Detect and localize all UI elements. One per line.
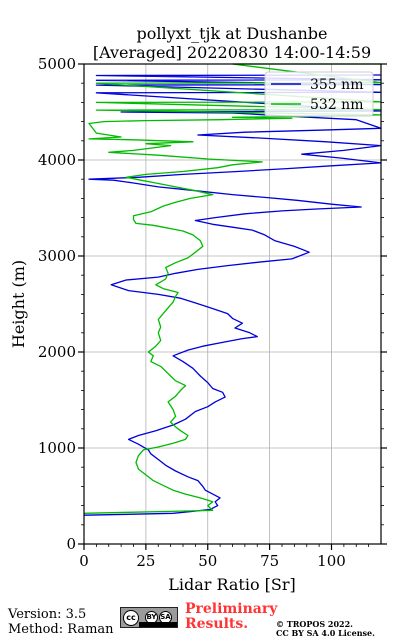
chart-subtitle: [Averaged] 20220830 14:00-14:59 <box>93 43 371 62</box>
plot-frame <box>83 63 382 545</box>
legend: 355 nm 532 nm <box>264 71 374 117</box>
cc-icon: cc <box>123 610 139 626</box>
version-text: Version: 3.5 <box>8 607 87 622</box>
series-line-1 <box>83 74 382 516</box>
y-tick-label: 1000 <box>38 439 76 457</box>
x-tick-label: 25 <box>136 552 155 570</box>
legend-label: 532 nm <box>310 97 363 113</box>
legend-box <box>264 71 374 117</box>
series-lines <box>83 63 382 516</box>
y-tick-label: 5000 <box>38 55 76 73</box>
y-tick-label: 2000 <box>38 343 76 361</box>
preliminary-line-1: Preliminary <box>185 601 278 617</box>
x-tick-label: 50 <box>198 552 217 570</box>
copyright-line-1: © TROPOS 2022. <box>276 619 353 629</box>
grid <box>83 63 381 545</box>
legend-label: 355 nm <box>310 77 363 93</box>
copyright-notice: © TROPOS 2022. CC BY SA 4.0 License. <box>276 620 375 638</box>
x-axis-label: Lidar Ratio [Sr] <box>168 575 296 594</box>
series-line-2 <box>83 63 382 514</box>
preliminary-notice: Preliminary Results. <box>185 602 277 632</box>
copyright-line-2: CC BY SA 4.0 License. <box>276 628 375 638</box>
x-tick-label: 100 <box>317 552 346 570</box>
cc-license-icon[interactable]: cc BY SA <box>120 607 178 628</box>
method-text: Method: Raman <box>8 622 114 637</box>
cc-strip <box>139 622 177 627</box>
y-tick-label: 0 <box>66 535 76 553</box>
y-tick-label: 3000 <box>38 247 76 265</box>
x-tick-label: 75 <box>260 552 279 570</box>
x-tick-label: 0 <box>79 552 89 570</box>
y-tick-label: 4000 <box>38 151 76 169</box>
chart-title: pollyxt_tjk at Dushanbe <box>136 24 327 43</box>
preliminary-line-2: Results. <box>185 616 249 632</box>
y-axis-label: Height (m) <box>9 260 28 348</box>
